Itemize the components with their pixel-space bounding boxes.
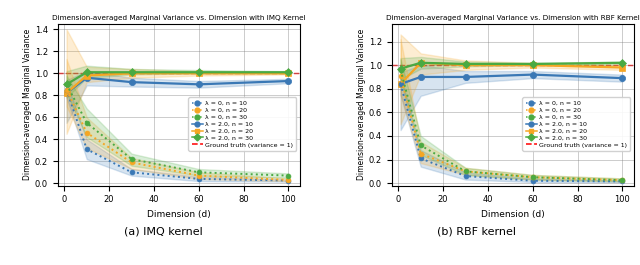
Title: Dimension-averaged Marginal Variance vs. Dimension with IMQ Kernel: Dimension-averaged Marginal Variance vs.… xyxy=(52,15,305,21)
X-axis label: Dimension (d): Dimension (d) xyxy=(147,210,211,219)
Legend: λ = 0, n = 10, λ = 0, n = 20, λ = 0, n = 30, λ = 2.0, n = 10, λ = 2.0, n = 20, λ: λ = 0, n = 10, λ = 0, n = 20, λ = 0, n =… xyxy=(522,98,630,151)
Title: Dimension-averaged Marginal Variance vs. Dimension with RBF Kernel: Dimension-averaged Marginal Variance vs.… xyxy=(386,15,639,21)
Text: (b) RBF kernel: (b) RBF kernel xyxy=(437,227,516,237)
X-axis label: Dimension (d): Dimension (d) xyxy=(481,210,545,219)
Text: (a) IMQ kernel: (a) IMQ kernel xyxy=(124,227,203,237)
Y-axis label: Dimension-averaged Marginal Variance: Dimension-averaged Marginal Variance xyxy=(357,29,366,180)
Legend: λ = 0, n = 10, λ = 0, n = 20, λ = 0, n = 30, λ = 2.0, n = 10, λ = 2.0, n = 20, λ: λ = 0, n = 10, λ = 0, n = 20, λ = 0, n =… xyxy=(189,98,296,151)
Y-axis label: Dimension-averaged Marginal Variance: Dimension-averaged Marginal Variance xyxy=(23,29,32,180)
